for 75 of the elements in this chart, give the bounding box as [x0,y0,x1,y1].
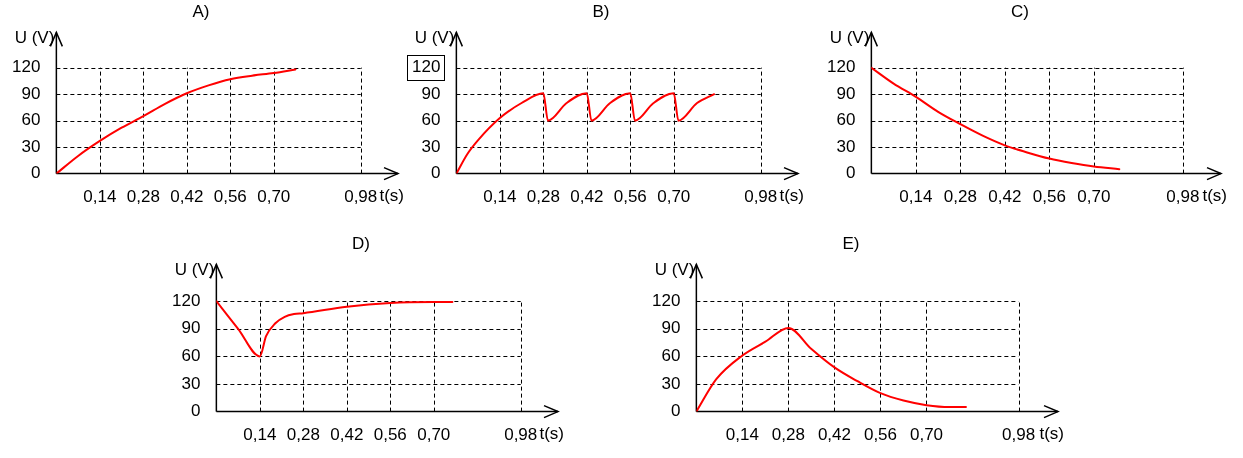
line-series [456,92,716,174]
y-tick-label: 90 [836,83,856,103]
x-tick-label: 0,56 [613,187,647,207]
x-tick-label: 0,42 [170,187,204,207]
y-tick-label: 30 [181,373,201,393]
x-tick-label: 0,14 [483,187,517,207]
x-tick-label: 0,98 [344,187,378,207]
x-tick-label: 0,14 [725,425,759,445]
y-tick-label: 0 [670,401,681,421]
y-tick-label: 120 [171,290,201,310]
x-tick-label: 0,56 [373,425,407,445]
y-axis-title: U (V) [174,260,215,280]
x-tick-label: 0,56 [213,187,247,207]
y-tick-label: 90 [21,83,41,103]
x-tick-label: 0,56 [1032,187,1066,207]
x-tick-label: 0,42 [330,425,364,445]
x-tick-label: 0,14 [83,187,117,207]
y-tick-label: 60 [21,110,41,130]
x-tick-label: 0,28 [771,425,805,445]
x-tick-label: 0,70 [909,425,944,445]
x-tick-label: 0,70 [1077,187,1111,207]
y-tick-label: 120 [411,57,441,77]
y-tick-label: 60 [661,346,681,366]
x-axis-title: t(s) [539,423,564,443]
y-tick-label: 90 [661,318,681,338]
x-tick-label: 0,42 [817,425,851,445]
y-tick-label: 30 [421,136,441,156]
x-tick-label: 0,70 [257,187,291,207]
y-tick-label: 120 [651,290,681,310]
x-tick-label: 0,28 [126,187,160,207]
y-tick-label: 90 [421,83,441,103]
x-tick-label: 0,98 [744,187,778,207]
y-tick-label: 60 [836,110,856,130]
y-tick-label: 60 [421,110,441,130]
x-tick-label: 0,56 [863,425,898,445]
y-tick-label: 0 [30,163,41,183]
x-tick-label: 0,14 [243,425,277,445]
chart-title: A) [192,1,210,21]
y-tick-label: 120 [826,57,856,77]
x-tick-label: 0,70 [417,425,451,445]
y-axis-title: U (V) [414,28,455,48]
x-tick-label: 0,28 [526,187,560,207]
x-axis-title: t(s) [379,185,404,205]
x-tick-label: 0,98 [504,425,538,445]
x-tick-label: 0,70 [657,187,691,207]
x-tick-label: 0,28 [286,425,320,445]
y-axis-title: U (V) [654,260,695,280]
y-axis-title: U (V) [14,28,55,48]
chart-title: C) [1011,1,1029,21]
x-tick-label: 0,28 [943,187,977,207]
chart-title: B) [592,1,610,21]
y-tick-label: 60 [181,346,201,366]
x-tick-label: 0,42 [988,187,1022,207]
x-axis-title: t(s) [1202,185,1227,205]
line-series [56,68,297,174]
y-tick-label: 30 [836,136,856,156]
x-axis-title: t(s) [1039,423,1064,443]
y-tick-label: 0 [845,163,856,183]
x-tick-label: 0,98 [1166,187,1200,207]
y-tick-label: 0 [190,401,201,421]
chart-title: D) [352,233,370,253]
x-tick-label: 0,42 [570,187,604,207]
chart-title: E) [842,233,860,253]
y-tick-label: 0 [430,163,441,183]
x-tick-label: 0,98 [1002,425,1036,445]
y-tick-label: 30 [21,136,41,156]
y-tick-label: 30 [661,373,681,393]
line-series [216,300,454,358]
y-axis-title: U (V) [829,28,870,48]
line-series [871,66,1121,171]
x-axis-title: t(s) [779,185,804,205]
x-tick-label: 0,14 [899,187,933,207]
y-tick-label: 120 [11,57,41,77]
line-series [696,326,967,412]
y-tick-label: 90 [181,318,201,338]
